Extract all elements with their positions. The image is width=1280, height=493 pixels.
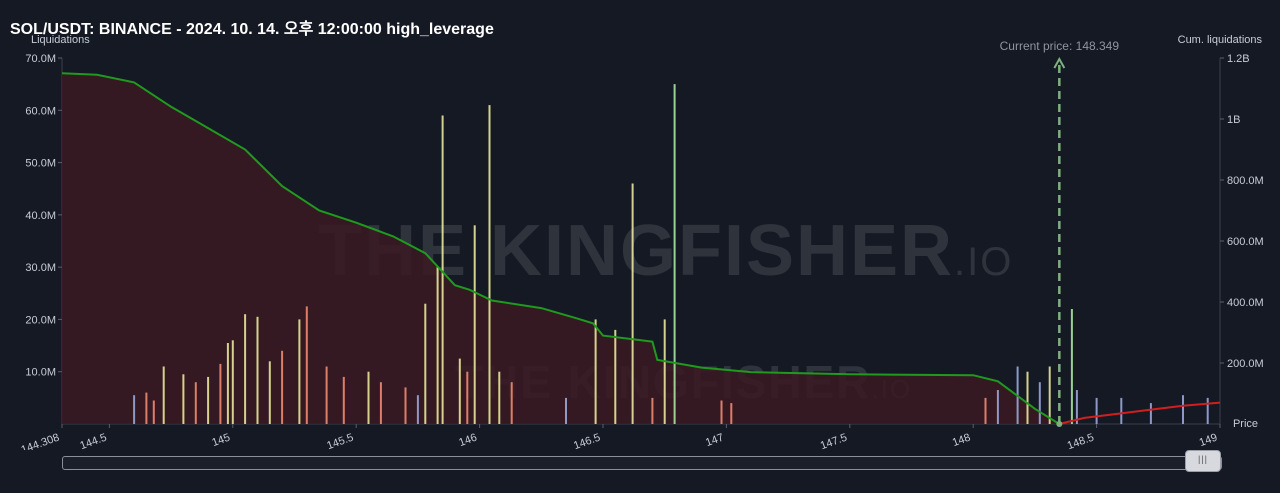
right-tick-label-1: 400.0M — [1227, 297, 1264, 309]
liq-bar-12 — [305, 306, 308, 424]
liq-bar-50 — [1149, 403, 1152, 424]
cum-long-line — [61, 72, 1060, 425]
x-tick-label-6: 147 — [704, 432, 725, 450]
watermark-suffix: .IO — [954, 240, 1014, 284]
liq-bar-3 — [631, 183, 634, 424]
liq-bar-48 — [1095, 397, 1098, 424]
liq-bar-32 — [498, 371, 501, 424]
x-axis-title: Price — [1233, 418, 1258, 430]
right-tick-label-3: 800.0M — [1227, 175, 1264, 187]
liq-bar-42 — [996, 390, 999, 424]
liq-bar-31 — [466, 371, 469, 424]
liq-bar-38 — [730, 403, 733, 424]
liq-bar-35 — [614, 329, 617, 424]
liq-bar-33 — [510, 382, 513, 424]
liq-bar-37 — [720, 400, 723, 424]
liq-bar-2 — [673, 84, 676, 424]
left-axis-title: Liquidations — [31, 34, 90, 46]
left-tick-label-5: 60.0M — [25, 105, 56, 117]
left-tick-label-0: 10.0M — [25, 367, 56, 379]
liq-bar-20 — [342, 376, 345, 424]
liq-bar-23 — [162, 366, 165, 424]
liq-bar-46 — [1048, 366, 1051, 424]
x-tick-label-0: 144.308 — [20, 432, 61, 450]
current-price-dot — [1056, 421, 1063, 427]
range-scrollbar[interactable] — [62, 456, 1222, 470]
liq-bar-10 — [244, 314, 247, 424]
x-tick-label-1: 144.5 — [78, 432, 108, 450]
x-tick-label-9: 148.5 — [1066, 432, 1096, 450]
liq-bar-8 — [663, 319, 666, 424]
liq-bar-19 — [325, 366, 328, 424]
liq-bar-18 — [231, 340, 234, 424]
liq-bar-40 — [416, 395, 419, 424]
liq-bar-41 — [984, 397, 987, 424]
liq-bar-27 — [133, 395, 136, 424]
cum-long-area — [62, 73, 1060, 425]
liq-bar-4 — [436, 267, 439, 424]
right-tick-label-0: 200.0M — [1227, 358, 1264, 370]
right-tick-label-2: 600.0M — [1227, 236, 1264, 248]
liq-bar-44 — [1026, 371, 1029, 424]
cum-short-line — [1059, 401, 1221, 425]
liq-bar-7 — [594, 319, 597, 424]
range-scroll-handle[interactable] — [1185, 450, 1221, 472]
liq-bar-24 — [182, 374, 185, 424]
x-tick-label-2: 145 — [210, 432, 231, 450]
liq-bar-13 — [298, 319, 301, 424]
right-tick-label-5: 1.2B — [1227, 53, 1250, 65]
liq-bar-0 — [441, 115, 444, 424]
liq-bar-16 — [226, 343, 229, 424]
liq-bar-5 — [473, 225, 476, 424]
current-price-arrow — [1053, 56, 1066, 69]
liq-bar-47 — [1075, 390, 1078, 424]
liq-bar-34 — [565, 397, 567, 424]
liq-bar-52 — [1206, 397, 1209, 424]
left-tick-label-6: 70.0M — [25, 53, 56, 65]
liq-bar-1 — [488, 105, 491, 424]
liq-bar-15 — [268, 361, 271, 424]
liq-bar-25 — [194, 382, 197, 424]
liq-bar-11 — [256, 316, 259, 424]
left-tick-label-2: 30.0M — [25, 262, 56, 274]
liq-bar-17 — [219, 363, 222, 424]
liq-bar-36 — [651, 397, 654, 424]
liq-bar-28 — [145, 392, 148, 424]
chart-title: SOL/USDT: BINANCE - 2024. 10. 14. 오후 12:… — [10, 21, 494, 38]
liq-bar-51 — [1182, 395, 1184, 424]
x-tick-label-10: 149 — [1198, 432, 1219, 450]
left-tick-label-3: 40.0M — [25, 210, 56, 222]
x-tick-label-5: 146.5 — [572, 432, 602, 450]
liq-bar-49 — [1120, 397, 1123, 424]
liq-bar-9 — [1070, 309, 1073, 424]
left-tick-label-4: 50.0M — [25, 158, 56, 170]
current-price-label: Current price: 148.349 — [1000, 39, 1120, 53]
liq-bar-26 — [207, 376, 210, 424]
liq-bar-6 — [424, 303, 427, 424]
liq-bar-30 — [458, 358, 461, 424]
liq-bar-45 — [1038, 382, 1041, 424]
liquidation-chart: Current price: 148.349 Liquidations Cum. l… — [20, 34, 1264, 450]
right-tick-label-4: 1B — [1227, 114, 1240, 126]
x-tick-label-7: 147.5 — [819, 432, 849, 450]
liq-bar-39 — [404, 387, 407, 424]
liq-bar-21 — [367, 371, 370, 424]
x-tick-label-3: 145.5 — [325, 432, 355, 450]
liq-bar-29 — [152, 400, 155, 424]
liq-bar-22 — [379, 382, 382, 424]
right-axis-title: Cum. liquidations — [1178, 34, 1263, 46]
x-tick-label-4: 146 — [457, 432, 478, 450]
liq-bar-14 — [281, 350, 284, 424]
x-tick-label-8: 148 — [951, 432, 972, 450]
left-tick-label-1: 20.0M — [25, 314, 56, 326]
